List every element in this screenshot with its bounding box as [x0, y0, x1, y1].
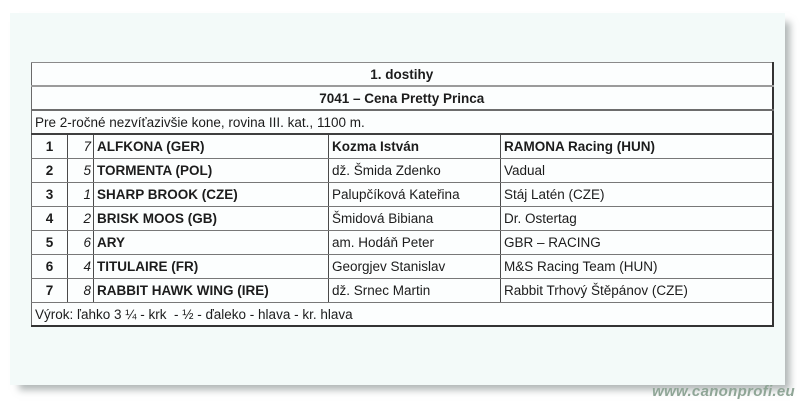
- verdict-row: Výrok: ľahko 3 ¼ - krk - ½ - ďaleko - hl…: [32, 303, 773, 327]
- result-row-6: 6 4 TITULAIRE (FR) Georgjev Stanislav M&…: [31, 254, 773, 279]
- owner-cell: Vadual: [499, 158, 773, 183]
- jockey-cell: Kozma István: [328, 134, 501, 159]
- result-row-5: 5 6 ARY am. Hodáň Peter GBR – RACING: [31, 230, 773, 255]
- result-row-4: 4 2 BRISK MOOS (GB) Šmidová Bibiana Dr. …: [31, 206, 773, 231]
- owner-cell: Rabbit Trhový Štěpánov (CZE): [499, 278, 773, 303]
- place-cell: 4: [31, 206, 68, 231]
- jockey-cell: am. Hodáň Peter: [328, 230, 501, 255]
- place-cell: 2: [31, 158, 68, 183]
- program-number-cell: 4: [67, 254, 94, 279]
- race-title: 7041 – Cena Pretty Princa: [31, 86, 773, 111]
- place-cell: 7: [31, 278, 68, 303]
- place-cell: 3: [31, 182, 68, 207]
- horse-name-cell: RABBIT HAWK WING (IRE): [93, 278, 329, 303]
- place-cell: 1: [31, 134, 68, 159]
- results-table: 1. dostihy 7041 – Cena Pretty Princa Pre…: [31, 62, 774, 327]
- horse-name-cell: ARY: [93, 230, 329, 255]
- horse-name-cell: TORMENTA (POL): [93, 158, 329, 183]
- jockey-cell: dž. Srnec Martin: [328, 278, 501, 303]
- result-row-3: 3 1 SHARP BROOK (CZE) Palupčíková Kateři…: [31, 182, 773, 207]
- jockey-cell: Palupčíková Kateřina: [328, 182, 501, 207]
- result-row-2: 2 5 TORMENTA (POL) dž. Šmida Zdenko Vadu…: [31, 158, 773, 183]
- jockey-cell: dž. Šmida Zdenko: [328, 158, 501, 183]
- program-number-cell: 1: [67, 182, 94, 207]
- result-row-7: 7 8 RABBIT HAWK WING (IRE) dž. Srnec Mar…: [31, 278, 773, 303]
- race-conditions: Pre 2-ročné nezvíťazivšie kone, rovina I…: [31, 110, 773, 135]
- jockey-cell: Georgjev Stanislav: [328, 254, 501, 279]
- program-number-cell: 6: [67, 230, 94, 255]
- horse-name-cell: BRISK MOOS (GB): [93, 206, 329, 231]
- session-title: 1. dostihy: [31, 62, 773, 87]
- program-number-cell: 8: [67, 278, 94, 303]
- horse-name-cell: SHARP BROOK (CZE): [93, 182, 329, 207]
- place-cell: 6: [31, 254, 68, 279]
- verdict-text: Výrok: ľahko 3 ¼ - krk - ½ - ďaleko - hl…: [35, 306, 353, 322]
- result-row-1: 1 7 ALFKONA (GER) Kozma István RAMONA Ra…: [31, 134, 773, 159]
- horse-name-cell: ALFKONA (GER): [93, 134, 329, 159]
- race-conditions-row: Pre 2-ročné nezvíťazivšie kone, rovina I…: [31, 110, 773, 135]
- jockey-cell: Šmidová Bibiana: [328, 206, 501, 231]
- program-number-cell: 2: [67, 206, 94, 231]
- horse-name-cell: TITULAIRE (FR): [93, 254, 329, 279]
- owner-cell: Dr. Ostertag: [499, 206, 773, 231]
- session-title-row: 1. dostihy: [31, 62, 773, 87]
- owner-cell: RAMONA Racing (HUN): [499, 134, 773, 159]
- place-cell: 5: [31, 230, 68, 255]
- owner-cell: GBR – RACING: [499, 230, 773, 255]
- race-title-row: 7041 – Cena Pretty Princa: [31, 86, 773, 111]
- race-result-sheet: 1. dostihy 7041 – Cena Pretty Princa Pre…: [10, 13, 785, 385]
- program-number-cell: 7: [67, 134, 94, 159]
- program-number-cell: 5: [67, 158, 94, 183]
- owner-cell: Stáj Latén (CZE): [499, 182, 773, 207]
- owner-cell: M&S Racing Team (HUN): [499, 254, 773, 279]
- watermark-url: www.canonprofi.eu: [652, 383, 795, 400]
- results-table-wrapper: 1. dostihy 7041 – Cena Pretty Princa Pre…: [31, 62, 774, 327]
